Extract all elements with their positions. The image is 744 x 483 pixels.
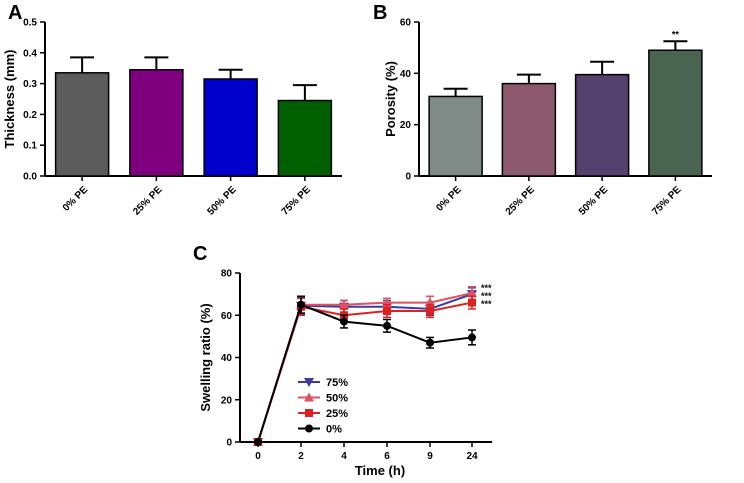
data-point: [383, 307, 391, 316]
legend-label: 75%: [326, 377, 348, 389]
panel-b: B 0 20 40 60 Porosity (%) 0% PE 25% PE 50% PE ** 7…: [373, 2, 712, 218]
y-axis-title: Swelling ratio (%): [198, 303, 213, 411]
panel-letter: A: [8, 2, 22, 24]
legend-label: 0%: [326, 424, 342, 436]
x-tick-label: 25% PE: [131, 184, 165, 218]
y-tick-label: 0.5: [23, 18, 37, 29]
y-tick-label: 0: [226, 438, 232, 449]
data-point: [304, 392, 314, 402]
y-axis-title: Porosity (%): [383, 61, 398, 137]
legend-label: 50%: [326, 393, 348, 405]
data-point: [467, 288, 477, 298]
bar: [574, 73, 630, 177]
y-tick-label: 60: [400, 18, 412, 29]
data-point: [340, 317, 348, 326]
x-tick-label: 0: [255, 451, 261, 462]
y-tick-label: 0.1: [23, 141, 37, 152]
data-point: [254, 438, 262, 446]
bar: [129, 68, 184, 177]
significance-label: ***: [481, 283, 492, 293]
data-point: [426, 307, 434, 316]
x-axis-title: Time (h): [355, 463, 405, 478]
y-tick-label: 40: [221, 353, 233, 364]
x-tick-label: 25% PE: [504, 184, 538, 218]
x-tick-label: 75% PE: [280, 184, 314, 218]
x-tick-label: 0% PE: [61, 184, 91, 214]
series-line: [257, 292, 473, 443]
y-tick-label: 0.3: [23, 79, 37, 90]
y-tick-label: 20: [221, 395, 233, 406]
x-tick-label: 2: [298, 451, 304, 462]
data-point: [304, 378, 314, 387]
data-point: [383, 321, 391, 330]
x-tick-label: 50% PE: [577, 184, 611, 218]
data-point: [305, 424, 313, 433]
bar: [203, 78, 258, 177]
data-point: [468, 298, 476, 307]
y-tick-label: 0: [405, 172, 411, 183]
y-tick-label: 60: [221, 311, 233, 322]
y-tick-label: 0.4: [23, 48, 37, 59]
series-line: [257, 293, 473, 443]
data-point: [468, 333, 476, 342]
x-tick-label: 24: [466, 451, 478, 462]
bar: [501, 82, 557, 177]
bar: [54, 72, 110, 177]
bar: [277, 99, 333, 177]
panel-letter: C: [193, 243, 207, 265]
bar: [428, 95, 483, 177]
x-tick-label: 9: [427, 451, 433, 462]
x-tick-label: 6: [384, 451, 390, 462]
data-point: [426, 338, 434, 347]
significance-label: ***: [481, 299, 492, 309]
bar: [648, 49, 703, 177]
panel-letter: B: [373, 2, 387, 24]
x-tick-label: 4: [341, 451, 347, 462]
series-line: [257, 303, 473, 443]
y-tick-label: 0.2: [23, 110, 37, 121]
y-tick-label: 40: [400, 69, 412, 80]
y-tick-label: 0.0: [23, 172, 37, 183]
significance-label: ***: [481, 291, 492, 301]
y-tick-label: 80: [221, 269, 233, 280]
x-tick-label: 75% PE: [650, 184, 684, 218]
x-tick-label: 0% PE: [434, 184, 464, 214]
legend-label: 25%: [326, 408, 348, 420]
data-point: [305, 409, 313, 417]
data-point: [339, 299, 349, 309]
y-tick-label: 20: [400, 120, 412, 131]
significance-label: **: [672, 29, 680, 39]
panel-a: A 0.0 0.1 0.2 0.3 0.4 0.5 Thickness (mm) 0% PE 25…: [2, 2, 342, 218]
x-tick-label: 50% PE: [205, 184, 239, 218]
data-point: [297, 300, 305, 309]
y-axis-title: Thickness (mm): [2, 50, 17, 149]
